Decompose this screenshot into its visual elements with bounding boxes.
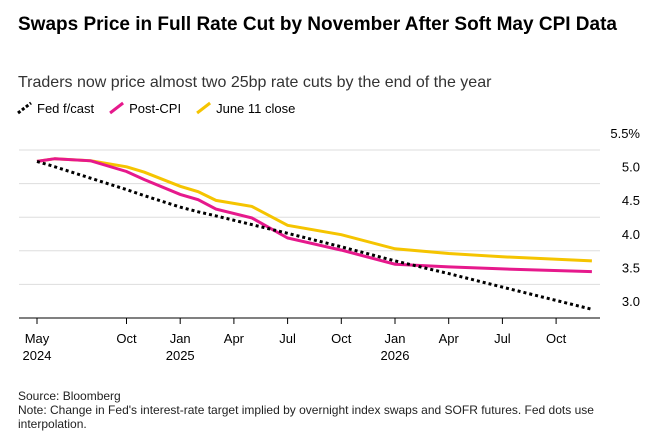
x-year-label: 2026 (381, 348, 410, 363)
x-tick-label: Oct (331, 331, 352, 346)
series-line (36, 157, 592, 263)
y-tick-label: 5.5% (610, 126, 640, 141)
y-tick-label: 4.5 (622, 193, 640, 208)
x-year-label: 2024 (23, 348, 52, 363)
chart-subtitle: Traders now price almost two 25bp rate c… (18, 74, 492, 91)
x-tick-label: Oct (546, 331, 567, 346)
note: Note: Change in Fed's interest-rate targ… (18, 403, 594, 431)
x-tick-label: Apr (224, 331, 245, 346)
legend-swatch (17, 101, 32, 115)
x-year-label: 2025 (166, 348, 195, 363)
legend-label: Post-CPI (129, 101, 181, 116)
y-tick-label: 4.0 (622, 227, 640, 242)
y-tick-label: 5.0 (622, 160, 640, 175)
y-tick-label: 3.0 (622, 294, 640, 309)
x-tick-label: Apr (439, 331, 460, 346)
x-tick-label: May (25, 331, 50, 346)
x-tick-label: Jul (494, 331, 511, 346)
y-tick-label: 3.5 (622, 260, 640, 275)
series-line (36, 157, 592, 274)
x-tick-label: Oct (116, 331, 137, 346)
x-tick-label: Jul (279, 331, 296, 346)
source: Source: Bloomberg (18, 389, 121, 403)
x-tick-label: Jan (170, 331, 191, 346)
series-line (36, 159, 593, 311)
legend-swatch (196, 101, 212, 115)
legend-swatch (109, 101, 124, 115)
legend-label: Fed f/cast (37, 101, 94, 116)
chart-title: Swaps Price in Full Rate Cut by November… (18, 14, 617, 35)
legend-label: June 11 close (216, 101, 295, 116)
x-tick-label: Jan (385, 331, 406, 346)
